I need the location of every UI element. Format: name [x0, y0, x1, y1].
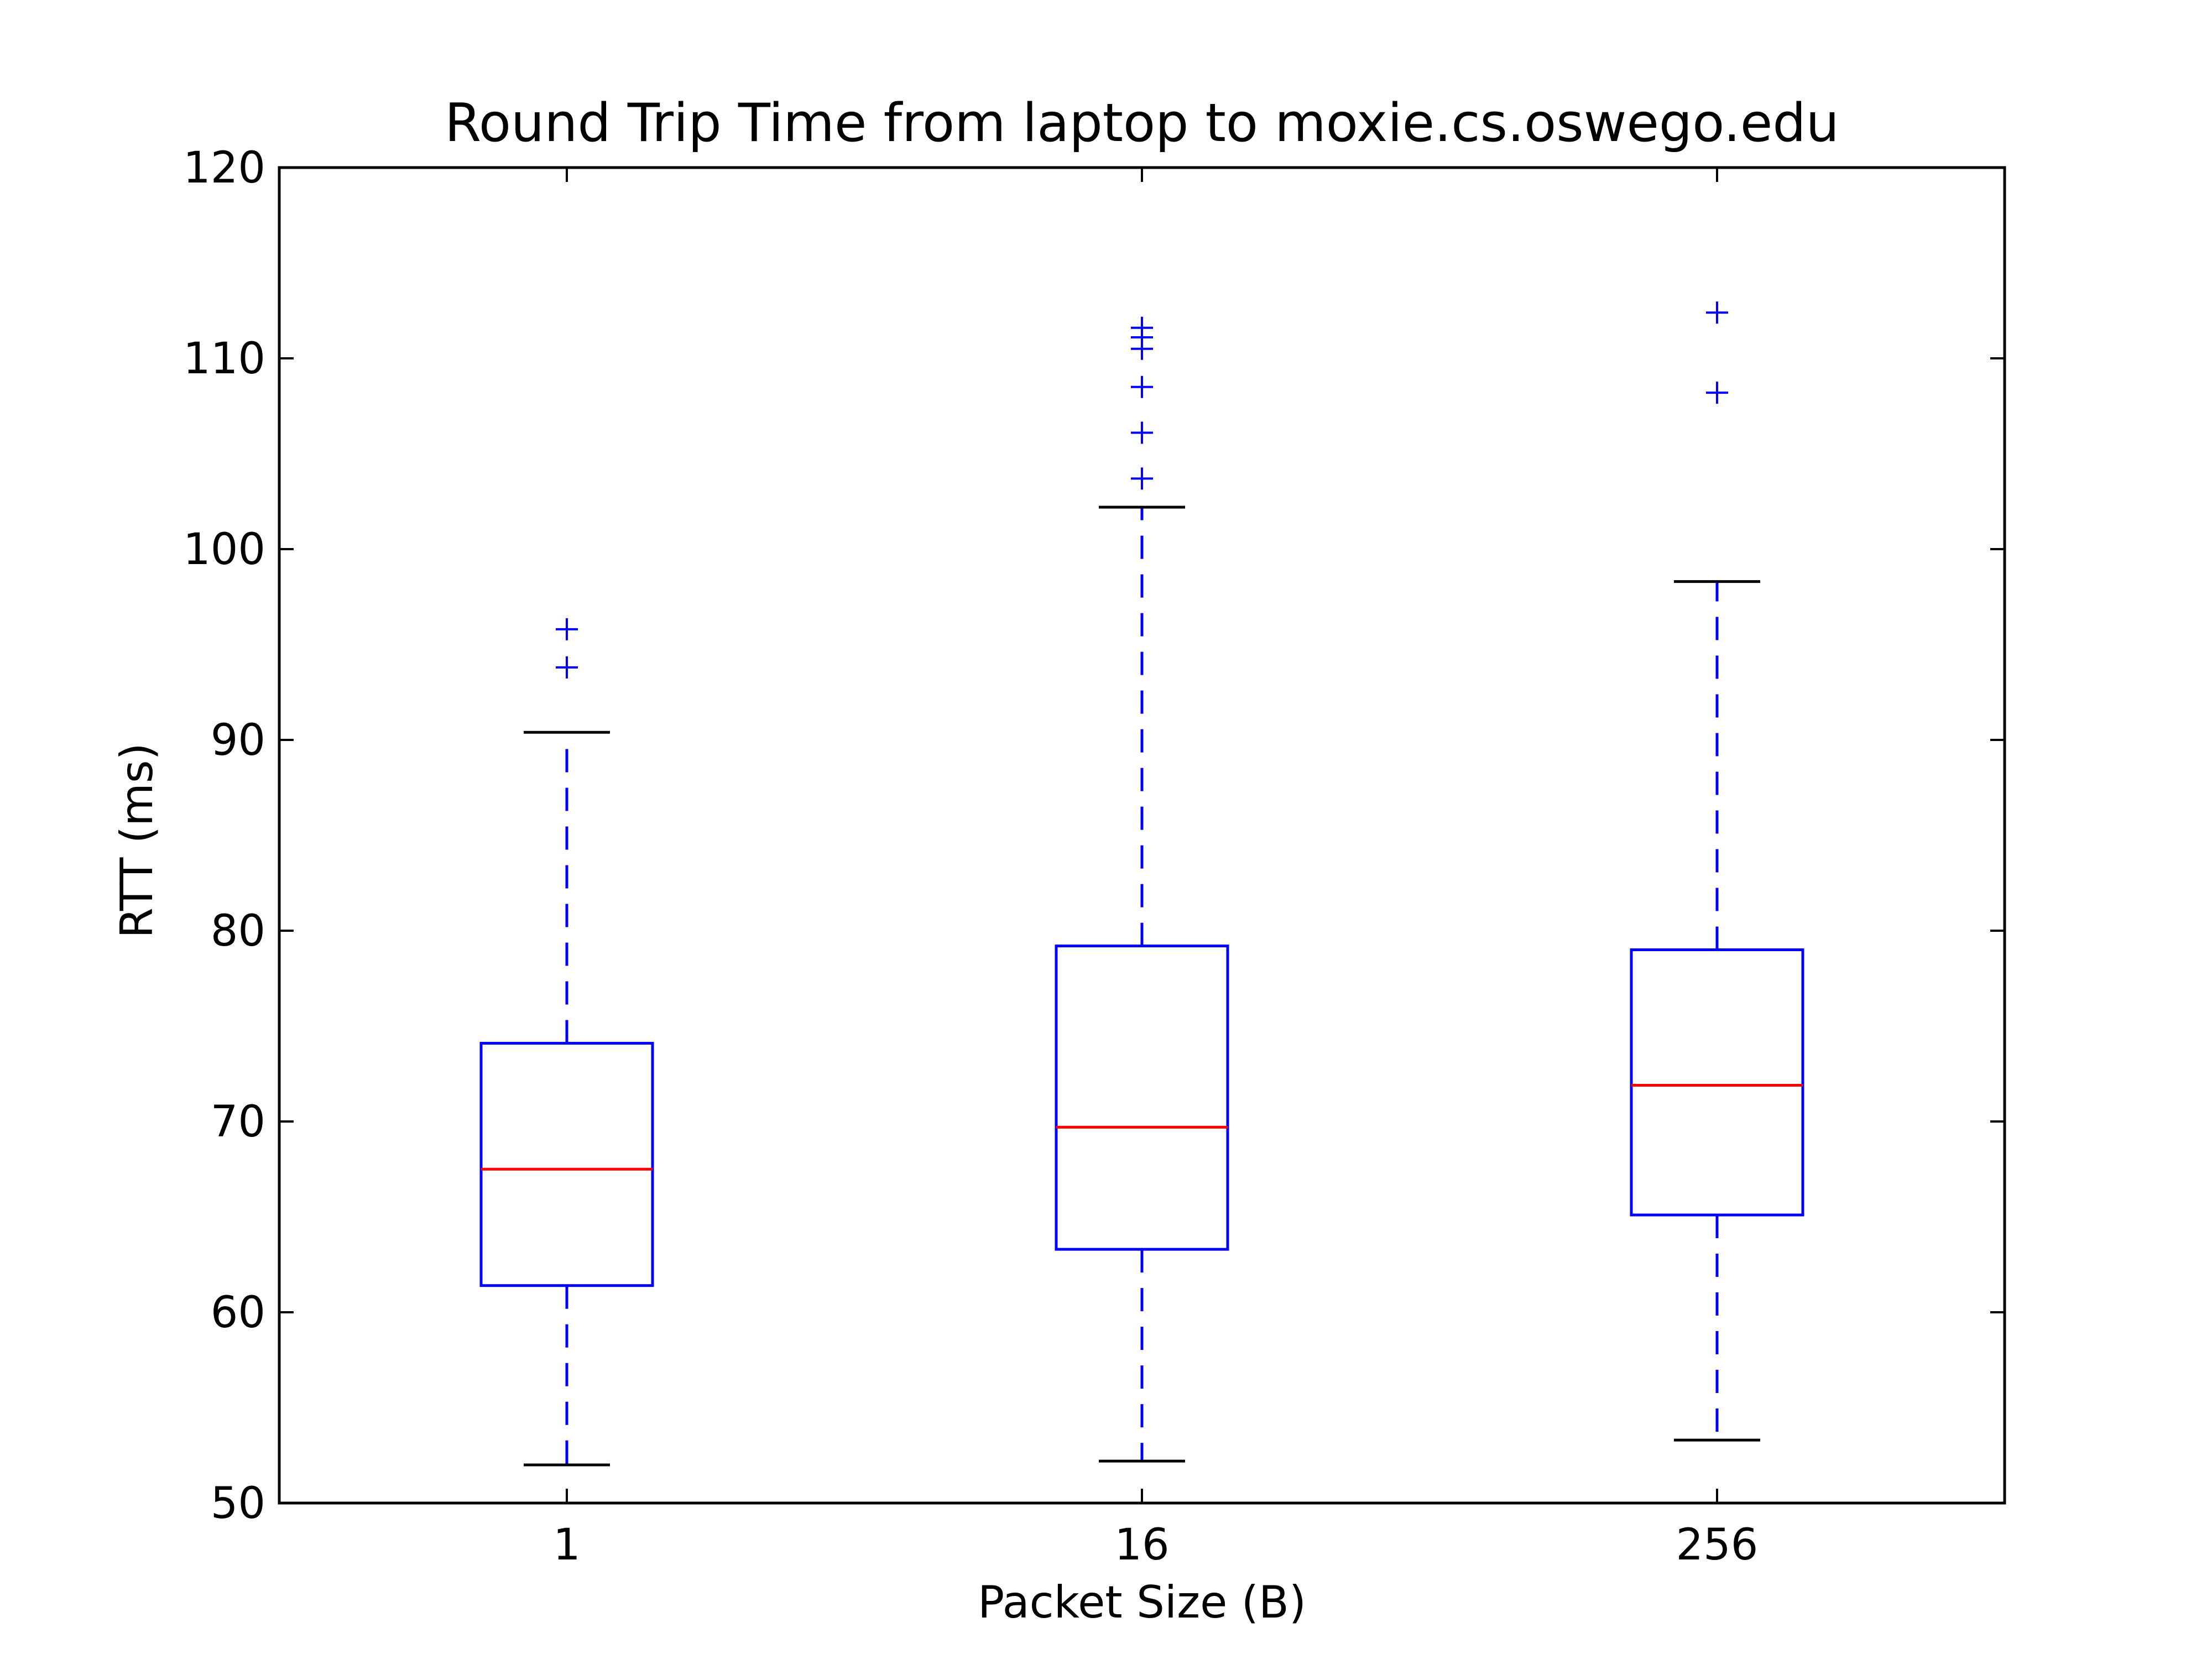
y-tick-label: 80: [211, 906, 265, 956]
x-axis-label: Packet Size (B): [978, 1577, 1306, 1628]
outlier-marker: [1706, 301, 1728, 324]
outlier-marker: [556, 656, 578, 679]
axes-frame: [278, 166, 2006, 1505]
y-tick-label: 110: [183, 334, 265, 384]
outlier-marker: [1131, 375, 1153, 398]
outlier-marker: [1131, 467, 1153, 490]
outlier-marker: [1706, 382, 1728, 404]
outlier-marker: [1131, 316, 1153, 339]
y-tick-label: 60: [211, 1288, 265, 1338]
x-tick-label: 256: [1676, 1520, 1759, 1570]
y-tick-label: 70: [211, 1097, 265, 1147]
x-tick-label: 1: [553, 1520, 581, 1570]
y-tick-label: 120: [183, 143, 265, 193]
chart-title: Round Trip Time from laptop to moxie.cs.…: [445, 93, 1839, 154]
y-tick-label: 100: [183, 525, 265, 575]
plot-area: 50 60 70 80 90 100 110 120 1 16 256: [183, 143, 2005, 1570]
iqr-box: [479, 1042, 654, 1287]
outlier-marker: [1131, 421, 1153, 444]
y-tick-label: 90: [211, 716, 265, 765]
iqr-box: [1630, 948, 1804, 1217]
y-tick-label: 50: [211, 1479, 265, 1528]
y-axis-label: RTT (ms): [111, 743, 163, 938]
outlier-marker: [556, 618, 578, 640]
iqr-box: [1055, 945, 1229, 1251]
x-tick-label: 16: [1114, 1520, 1169, 1570]
